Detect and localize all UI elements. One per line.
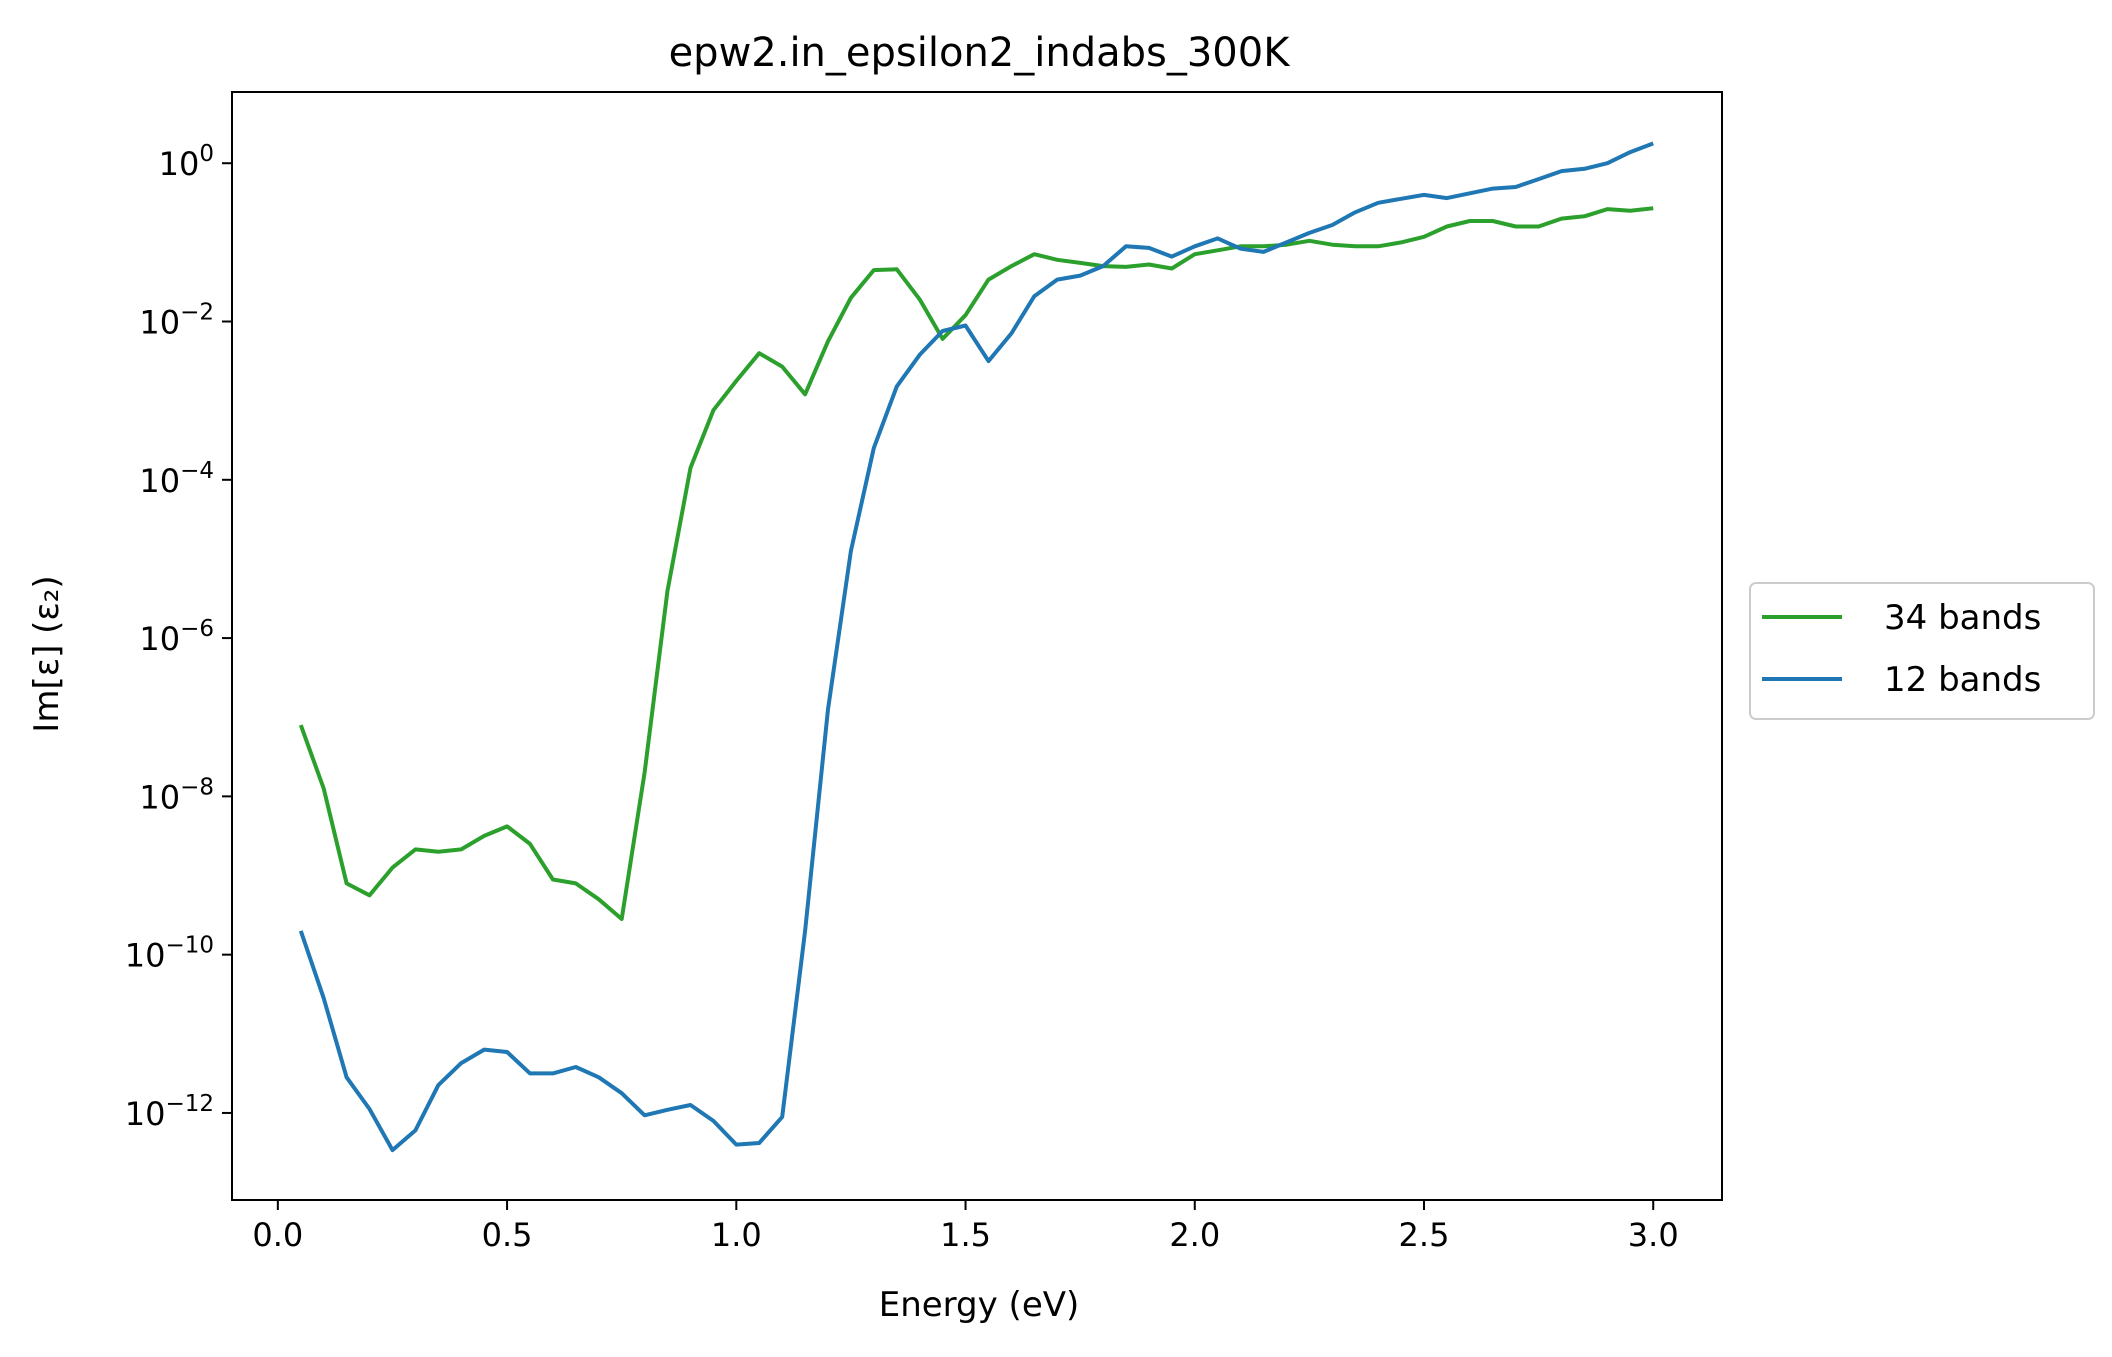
x-tick-label: 2.0 (1169, 1216, 1220, 1254)
plot-area (298, 141, 1654, 1153)
legend-label-12-bands: 12 bands (1884, 660, 2041, 700)
y-tick-label: 10−8 (139, 774, 214, 816)
axes: 0.0 0.5 1.0 1.5 2.0 2.5 3.0 100 10−2 10−4 10−6 10−8… (125, 91, 1723, 1254)
x-tick-label: 1.0 (711, 1216, 762, 1254)
chart-title: epw2.in_epsilon2_indabs_300K (669, 30, 1292, 76)
legend: 34 bands 12 bands (1749, 582, 2095, 720)
series-line-12-bands (298, 141, 1654, 1153)
y-tick-label: 10−6 (139, 616, 214, 658)
series-line-34-bands (298, 206, 1654, 921)
y-tick-label: 10−4 (139, 458, 214, 500)
x-tick-label: 2.5 (1399, 1216, 1450, 1254)
y-tick-label: 10−2 (139, 300, 214, 342)
x-tick-label: 0.5 (482, 1216, 533, 1254)
y-axis-label: Im[ε] (ε₂) (27, 575, 67, 732)
y-tick-label: 100 (159, 141, 214, 183)
x-tick-label: 0.0 (252, 1216, 303, 1254)
x-tick-label: 3.0 (1628, 1216, 1679, 1254)
x-axis-label: Energy (eV) (879, 1285, 1080, 1325)
x-tick-label: 1.5 (940, 1216, 991, 1254)
y-tick-label: 10−10 (125, 933, 214, 975)
legend-label-34-bands: 34 bands (1884, 598, 2041, 638)
y-tick-label: 10−12 (125, 1091, 214, 1133)
plot-frame (231, 91, 1723, 1201)
